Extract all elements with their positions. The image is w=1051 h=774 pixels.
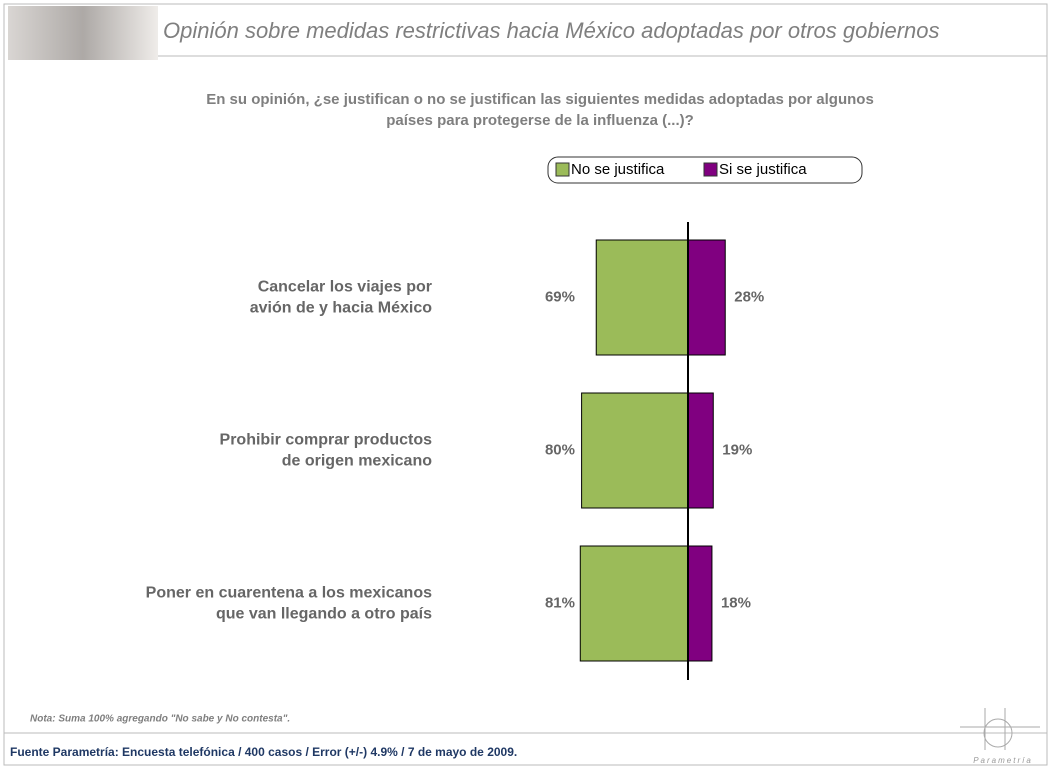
category-label: Prohibir comprar productos [220, 432, 433, 449]
bar [581, 392, 689, 509]
value-label: 80% [545, 441, 575, 458]
logo: Parametría [973, 756, 1033, 765]
value-label: 19% [722, 441, 752, 458]
category-label: Poner en cuarentena a los mexicanos [146, 585, 432, 602]
category-label: de origen mexicano [282, 453, 432, 470]
value-label: 28% [734, 288, 764, 305]
legend-label: No se justifica [571, 161, 665, 178]
logo-mark [960, 708, 1040, 750]
bar [595, 239, 689, 356]
note: Nota: Suma 100% agregando "No sabe y No … [30, 714, 290, 725]
subtitle: países para protegerse de la influenza (… [386, 112, 694, 129]
value-label: 18% [721, 594, 751, 611]
bar [579, 545, 689, 662]
bar [687, 392, 714, 509]
value-label: 81% [545, 594, 575, 611]
subtitle: En su opinión, ¿se justifican o no se ju… [206, 91, 874, 108]
source: Fuente Parametría: Encuesta telefónica /… [10, 745, 517, 759]
category-label: avión de y hacia México [250, 300, 433, 317]
bar [687, 545, 713, 662]
legend-swatch [555, 162, 570, 177]
category-label: Cancelar los viajes por [258, 279, 432, 296]
bar [687, 239, 726, 356]
header-image [8, 6, 158, 60]
frame [3, 3, 1048, 766]
legend-label: Si se justifica [719, 161, 807, 178]
title: Opinión sobre medidas restrictivas hacia… [163, 18, 940, 43]
category-label: que van llegando a otro país [216, 606, 432, 623]
legend-swatch [703, 162, 718, 177]
value-label: 69% [545, 288, 575, 305]
